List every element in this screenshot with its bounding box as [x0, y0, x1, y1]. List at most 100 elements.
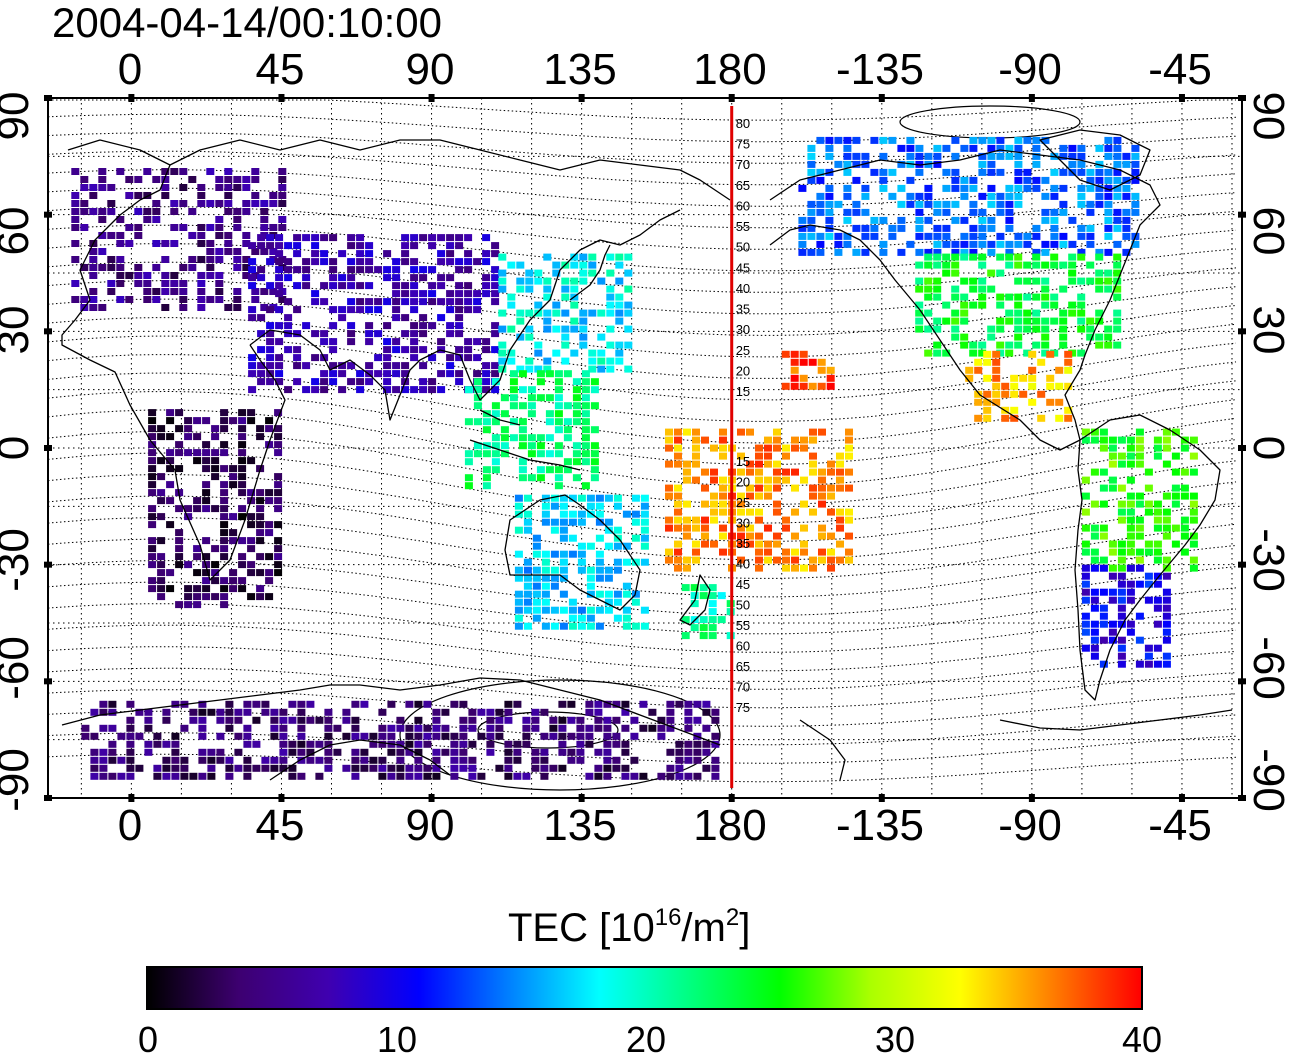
tec-cell — [773, 556, 781, 564]
tec-cell — [1005, 224, 1014, 232]
tec-cell — [486, 724, 495, 732]
tec-cell — [550, 502, 559, 510]
tec-cell — [162, 708, 171, 716]
tec-cell — [468, 708, 477, 716]
tec-cell — [513, 700, 522, 708]
tec-cell — [554, 402, 563, 410]
tec-cell — [674, 492, 682, 500]
tec-cell — [675, 748, 684, 756]
tec-cell — [247, 561, 256, 569]
tec-cell — [906, 136, 915, 144]
tec-cell — [942, 261, 951, 269]
tec-cell — [410, 330, 419, 338]
tec-cell — [428, 354, 437, 362]
tec-cell — [446, 274, 455, 282]
tec-cell — [622, 558, 631, 566]
tec-cell — [624, 365, 633, 373]
tec-cell — [1014, 333, 1023, 341]
tec-cell — [1117, 596, 1126, 604]
tec-cell — [532, 566, 541, 574]
tec-cell — [464, 338, 473, 346]
tec-cell — [523, 606, 532, 614]
tec-cell — [504, 764, 513, 772]
tec-cell — [978, 224, 987, 232]
tec-cell — [585, 700, 594, 708]
tec-cell — [278, 176, 287, 183]
tec-cell — [152, 216, 161, 223]
tec-cell — [482, 362, 491, 370]
tec-cell — [888, 192, 897, 200]
tec-cell — [297, 716, 306, 724]
tec-cell — [541, 558, 550, 566]
tec-cell — [193, 593, 202, 601]
tec-cell — [924, 192, 933, 200]
tec-cell — [269, 200, 278, 207]
tec-cell — [1077, 144, 1086, 152]
tec-cell — [144, 716, 153, 724]
tec-cell — [275, 282, 284, 290]
tec-cell — [378, 772, 387, 780]
tec-cell — [699, 592, 708, 600]
tec-cell — [1014, 160, 1023, 168]
tec-cell — [242, 240, 251, 247]
tec-cell — [978, 208, 987, 216]
tec-cell — [550, 550, 559, 558]
tec-cell — [220, 505, 229, 513]
tec-cell — [401, 282, 410, 290]
tec-cell — [951, 317, 960, 325]
tec-cell — [1113, 285, 1122, 293]
contour-label: 30 — [736, 322, 750, 337]
tec-cell — [509, 394, 518, 402]
tec-cell — [1050, 253, 1059, 261]
tec-cell — [365, 338, 374, 346]
tec-cell — [604, 606, 613, 614]
tec-cell — [383, 338, 392, 346]
tec-cell — [383, 362, 392, 370]
tec-cell — [405, 772, 414, 780]
tec-cell — [879, 152, 888, 160]
tec-cell — [558, 700, 567, 708]
tec-cell — [781, 350, 790, 358]
tec-cell — [1059, 333, 1068, 341]
tec-cell — [588, 253, 597, 261]
tec-cell — [320, 370, 329, 378]
tec-cell — [516, 365, 525, 373]
tec-cell — [1068, 301, 1077, 309]
tec-cell — [624, 301, 633, 309]
tec-cell — [1090, 588, 1099, 596]
tec-cell — [225, 764, 234, 772]
tec-cell — [193, 601, 202, 609]
tec-cell — [836, 484, 844, 492]
tec-cell — [410, 306, 419, 314]
tec-cell — [1050, 240, 1059, 248]
tec-cell — [1099, 444, 1108, 452]
tec-cell — [675, 772, 684, 780]
tec-cell — [825, 200, 834, 208]
tec-cell — [719, 476, 727, 484]
tec-cell — [915, 261, 924, 269]
lon-tick-bottom: 0 — [117, 801, 143, 850]
tec-cell — [798, 232, 807, 240]
tec-cell — [576, 732, 585, 740]
tec-cell — [329, 258, 338, 266]
lon-tick-top: 135 — [543, 45, 617, 94]
tec-cell — [338, 362, 347, 370]
tec-cell — [558, 716, 567, 724]
tec-cell — [215, 296, 224, 303]
tec-cell — [116, 272, 125, 279]
tec-cell — [514, 622, 523, 630]
tec-cell — [498, 357, 507, 365]
tec-cell — [549, 732, 558, 740]
tec-cell — [302, 274, 311, 282]
tec-cell — [969, 136, 978, 144]
tec-cell — [473, 450, 482, 458]
tec-cell — [516, 333, 525, 341]
tec-cell — [278, 224, 287, 231]
tec-cell — [570, 285, 579, 293]
tec-cell — [567, 748, 576, 756]
tec-cell — [1050, 301, 1059, 309]
tec-cell — [897, 144, 906, 152]
tec-cell — [581, 386, 590, 394]
tec-cell — [188, 264, 197, 271]
tec-cell — [152, 176, 161, 183]
